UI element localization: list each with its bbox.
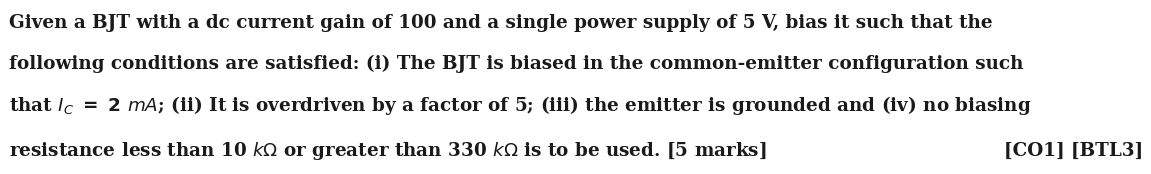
- Text: following conditions are satisfied: (i) The BJT is biased in the common-emitter : following conditions are satisfied: (i) …: [9, 54, 1023, 73]
- Text: resistance less than 10 $\mathbf{\mathit{k\Omega}}$ or greater than 330 $\mathbf: resistance less than 10 $\mathbf{\mathit…: [9, 140, 767, 161]
- Text: [CO1] [BTL3]: [CO1] [BTL3]: [1004, 141, 1143, 160]
- Text: Given a BJT with a dc current gain of 100 and a single power supply of 5 V, bias: Given a BJT with a dc current gain of 10…: [9, 14, 993, 32]
- Text: that $\mathbf{\mathit{I_C}}$ $\mathbf{=}$ $\mathbf{2}$ $\mathbf{\mathit{mA}}$; (: that $\mathbf{\mathit{I_C}}$ $\mathbf{=}…: [9, 94, 1031, 117]
